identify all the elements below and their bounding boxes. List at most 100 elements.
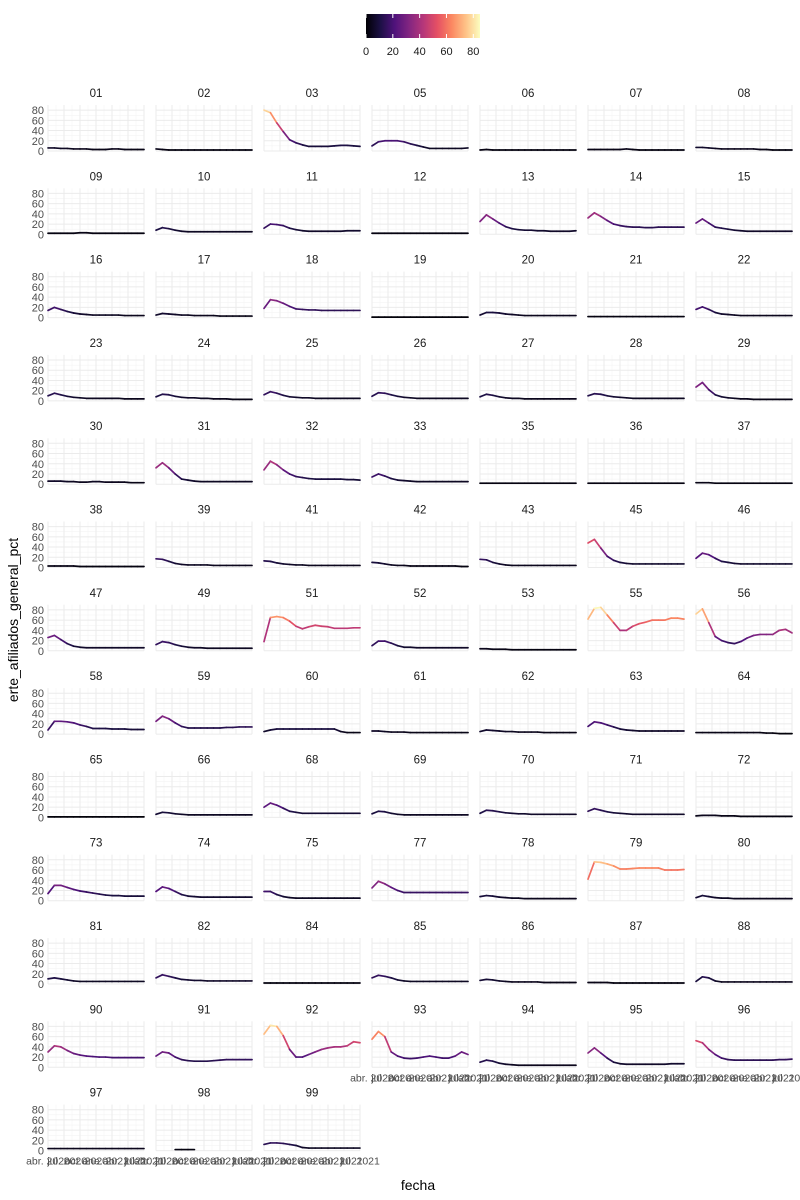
x-tick-label: abr. 2020 — [350, 1072, 394, 1084]
facet-panel: 36 — [587, 421, 685, 485]
series-line-segment — [72, 396, 81, 399]
series-line-segment — [695, 381, 704, 388]
series-line-segment — [612, 1061, 621, 1065]
series-line-segment — [479, 311, 488, 316]
series-line-segment — [625, 562, 634, 565]
series-line-segment — [383, 975, 393, 979]
facet-panel: 02 — [155, 88, 253, 152]
series-line-segment — [625, 396, 634, 400]
series-line-segment — [707, 895, 717, 899]
y-tick-label: 0 — [38, 896, 44, 908]
y-axis-title: erte_afiliados_general_pct — [5, 538, 21, 702]
series-line-segment — [155, 811, 164, 816]
series-line-segment — [269, 1024, 278, 1028]
series-line-segment — [85, 231, 94, 235]
y-tick-label: 40 — [32, 542, 44, 554]
series-line-segment — [383, 392, 393, 396]
series-line-segment — [371, 640, 380, 647]
series-line-segment — [371, 810, 380, 815]
series-line-segment — [59, 884, 69, 889]
x-tick-label: abr. 2020 — [134, 1156, 178, 1168]
x-tick-label: jul. 2020 — [478, 1072, 519, 1084]
series-line-segment — [390, 977, 399, 981]
y-tick-label: 0 — [38, 1062, 44, 1074]
facet-panel: 64 — [695, 671, 793, 735]
series-line-segment — [282, 807, 291, 813]
series-line-segment — [117, 397, 126, 400]
facet-label: 98 — [198, 1088, 211, 1100]
y-tick-label: 60 — [32, 948, 44, 960]
facet-panel: 26 — [371, 338, 469, 402]
x-tick-label: abr. 2021 — [751, 1072, 795, 1084]
series-line-segment — [72, 1052, 81, 1056]
series-line-segment — [504, 396, 513, 400]
series-line-segment — [327, 625, 336, 630]
series-line-segment — [403, 479, 412, 482]
series-line-segment — [504, 1063, 513, 1066]
facet-panel: 91 — [155, 1004, 253, 1068]
facet-label: 59 — [198, 671, 211, 683]
series-line-segment — [536, 981, 545, 984]
series-line-segment — [511, 1063, 520, 1067]
series-line-segment — [263, 298, 272, 310]
series-line-segment — [454, 1051, 463, 1057]
series-line-segment — [295, 396, 304, 399]
series-line-segment — [707, 147, 717, 150]
series-line-segment — [288, 395, 297, 399]
series-line-segment — [383, 563, 393, 566]
facet-panel: 13 — [479, 171, 577, 235]
facet-panel: 25 — [263, 338, 361, 402]
series-line-segment — [403, 140, 412, 145]
series-line-segment — [174, 812, 183, 816]
facet-label: 13 — [522, 171, 535, 183]
series-line-segment — [295, 475, 304, 479]
series-line-segment — [72, 312, 81, 315]
series-line-segment — [47, 634, 56, 639]
series-line-segment — [180, 1058, 189, 1062]
x-tick-label: ene. 2021 — [298, 1156, 345, 1168]
series-line-segment — [599, 809, 609, 813]
x-tick-label: abr. 2020 — [242, 1156, 286, 1168]
series-line-segment — [390, 812, 399, 816]
series-line-segment — [396, 813, 405, 816]
series-line-segment — [491, 895, 501, 898]
y-tick-label: 60 — [32, 1032, 44, 1044]
series-line-segment — [454, 565, 463, 568]
series-line-segment — [288, 138, 297, 144]
series-line-segment — [498, 312, 507, 315]
series-line-segment — [104, 1056, 113, 1059]
x-tick-label: jul. 2020 — [586, 1072, 627, 1084]
series-line-segment — [377, 391, 386, 395]
x-tick-label: jul. 2021 — [663, 1072, 704, 1084]
facet-label: 36 — [630, 421, 643, 433]
series-line-segment — [485, 729, 494, 732]
facet-label: 32 — [306, 421, 319, 433]
y-tick-label: 60 — [32, 865, 44, 877]
y-tick-label: 20 — [32, 969, 44, 981]
series-line-segment — [180, 645, 189, 649]
facet-panel: 17 — [155, 255, 253, 319]
series-line-segment — [390, 642, 399, 647]
facet-label: 15 — [738, 171, 751, 183]
series-line-segment — [167, 393, 177, 398]
series-line-segment — [695, 814, 704, 817]
facet-panel: 62 — [479, 671, 577, 735]
facet-label: 10 — [198, 171, 211, 183]
series-line-segment — [301, 476, 310, 480]
facet-panel: 24 — [155, 338, 253, 402]
x-tick-label: jul. 2020 — [262, 1156, 303, 1168]
series-line-segment — [219, 726, 228, 729]
facet-panel: 85 — [371, 921, 469, 985]
series-line-segment — [498, 1062, 507, 1066]
y-tick-label: 20 — [32, 552, 44, 564]
series-line-segment — [187, 1059, 196, 1063]
series-line-segment — [383, 730, 393, 733]
series-line-segment — [167, 227, 177, 232]
series-line-segment — [269, 802, 278, 806]
x-tick-label: oct. 2020 — [713, 1072, 756, 1084]
series-line-segment — [174, 313, 183, 316]
